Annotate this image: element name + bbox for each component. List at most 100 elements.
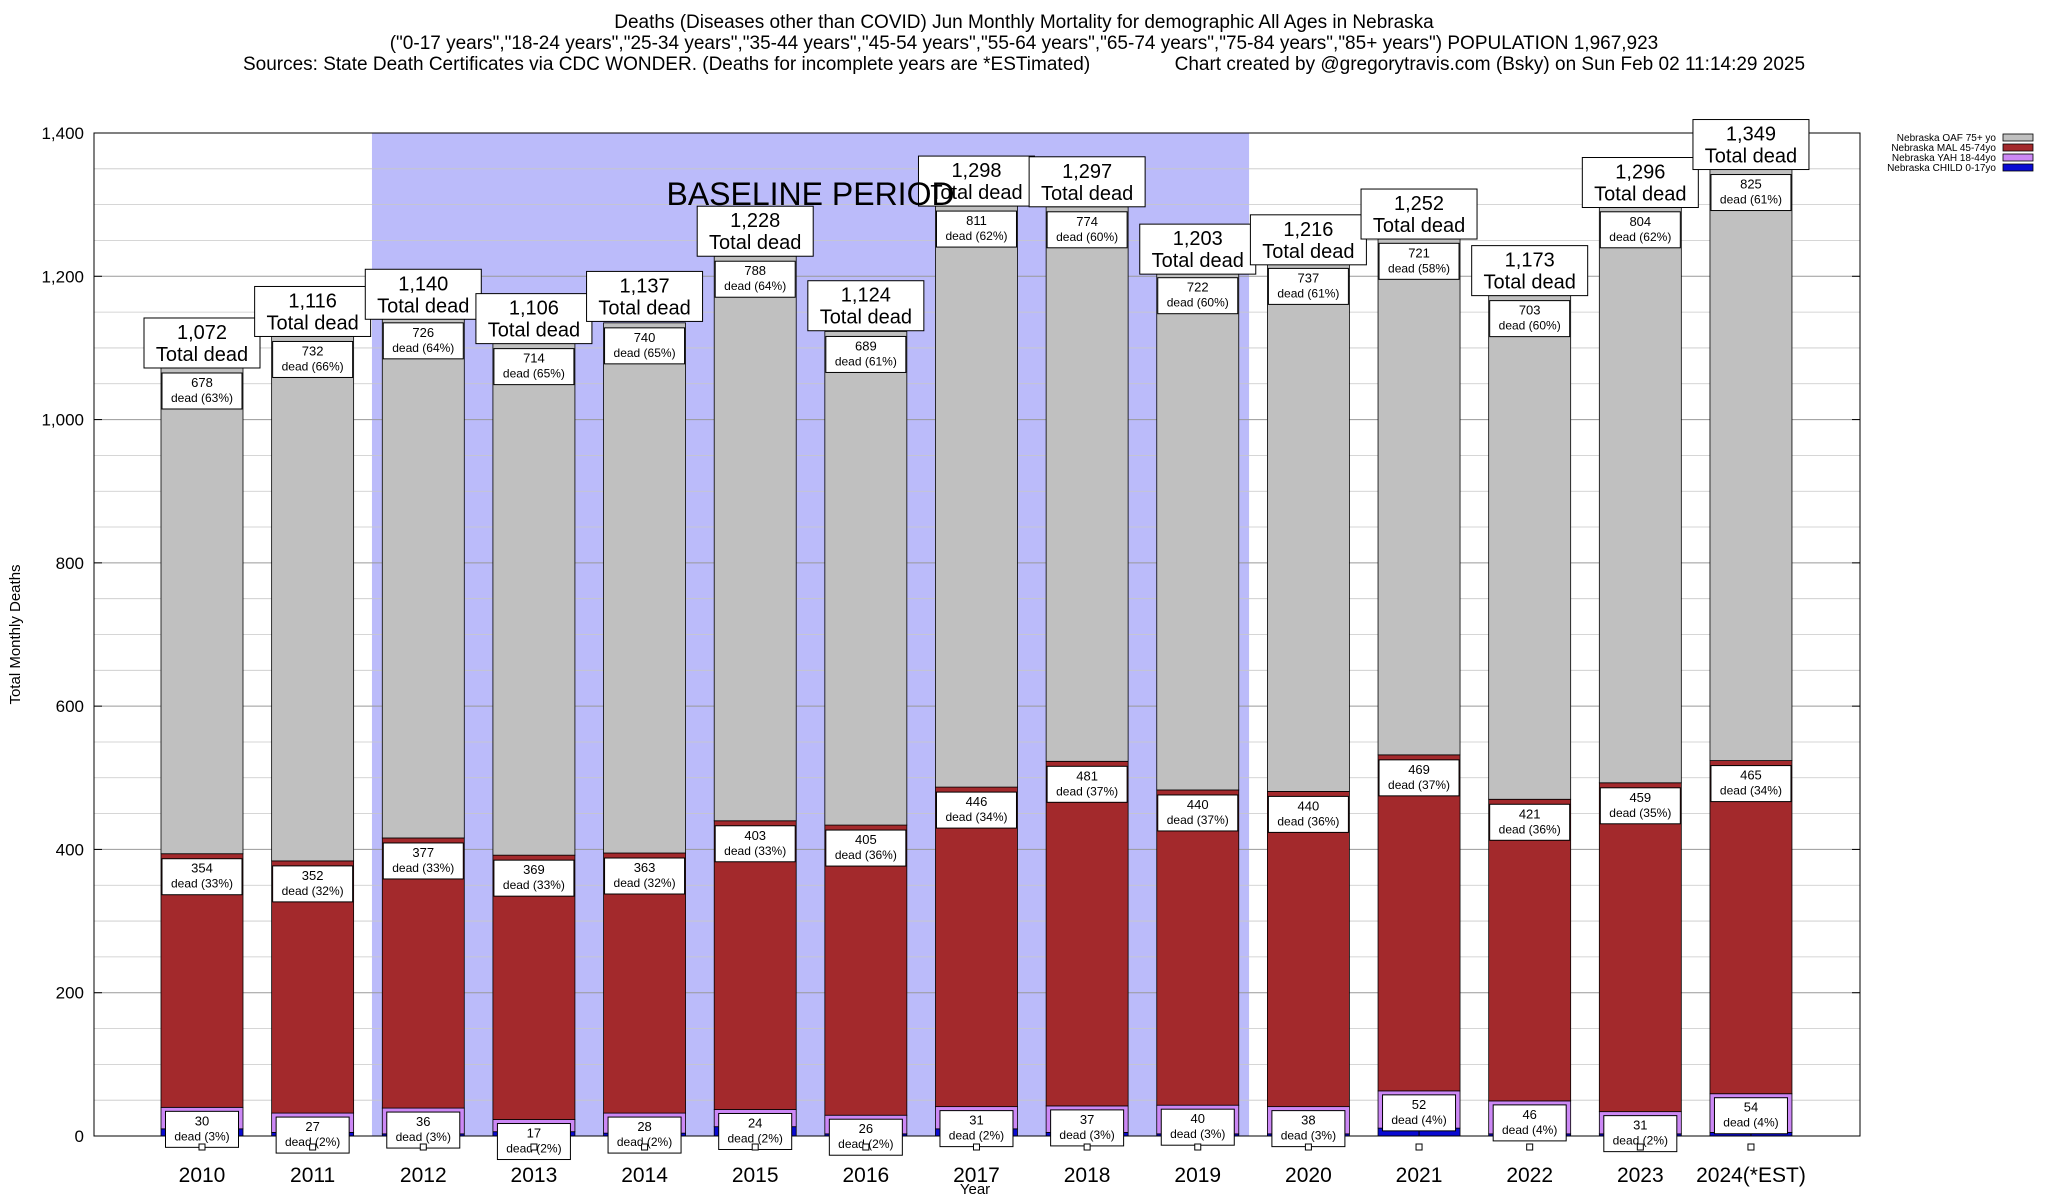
total-label-text: Total dead: [488, 320, 580, 342]
segment-label-text: 403: [744, 828, 766, 843]
segment-label-box: [1157, 794, 1239, 832]
bar-segment: [713, 820, 797, 1110]
segment-label-box: [1271, 1110, 1346, 1148]
total-label-text: Total dead: [1705, 146, 1797, 168]
bar-segment: [1267, 790, 1350, 1108]
bar-segment: [935, 205, 1018, 788]
segment-label-text: dead (60%): [1056, 230, 1118, 244]
total-label-text: Total dead: [1484, 272, 1576, 294]
child-marker: [198, 1143, 206, 1151]
total-label-text: 1,137: [620, 275, 670, 297]
segment-label-text: 774: [1076, 214, 1098, 229]
segment-label-text: dead (37%): [1056, 784, 1118, 798]
bar-segment: [824, 331, 908, 826]
segment-label-text: 352: [302, 868, 324, 883]
child-marker: [1526, 1143, 1534, 1151]
segment-label-text: dead (64%): [392, 341, 454, 355]
segment-label-text: dead (3%): [1170, 1127, 1225, 1141]
child-marker: [751, 1143, 759, 1151]
bar-segment: [603, 322, 686, 854]
legend-entry-label: Nebraska YAH 18-44yo: [1892, 153, 1997, 164]
segment-label-text: 405: [855, 832, 877, 847]
total-label-text: Total dead: [820, 307, 912, 329]
segment-label-box: [161, 858, 243, 896]
segment-label-text: 722: [1187, 280, 1209, 295]
total-label-text: Total dead: [1041, 183, 1133, 205]
bar-segment: [160, 853, 244, 1108]
total-label-text: 1,297: [1062, 161, 1112, 183]
segment-label-text: 36: [416, 1114, 430, 1129]
segment-label-text: 52: [1412, 1097, 1426, 1112]
segment-label-text: dead (60%): [1499, 319, 1561, 333]
child-marker: [641, 1143, 649, 1151]
segment-label-text: 446: [966, 794, 988, 809]
segment-label-box: [825, 335, 907, 373]
segment-label-text: dead (36%): [1277, 814, 1339, 828]
segment-label-text: 440: [1187, 797, 1209, 812]
segment-label-box: [825, 829, 907, 867]
bar-group-2014: [603, 322, 686, 1137]
segment-label-text: dead (4%): [1502, 1123, 1557, 1137]
chart-header: Deaths (Diseases other than COVID) Jun M…: [0, 12, 2048, 75]
segment-label-box: [1713, 1097, 1788, 1135]
total-label-text: Total dead: [1594, 184, 1686, 206]
segment-label-text: dead (3%): [174, 1129, 229, 1143]
segment-label-text: 804: [1629, 214, 1651, 229]
y-tick-label: 1,400: [41, 124, 84, 143]
bar-segment: [271, 860, 355, 1114]
y-tick-label: 400: [56, 840, 84, 859]
segment-label-text: 30: [195, 1113, 209, 1128]
segment-label-text: dead (2%): [617, 1135, 672, 1149]
segment-label-box: [1050, 1109, 1125, 1147]
total-label-text: Total dead: [1262, 241, 1354, 263]
total-label-text: Total dead: [598, 297, 690, 319]
total-label-text: Total dead: [1152, 250, 1244, 272]
segment-label-text: dead (33%): [724, 844, 786, 858]
x-tick-label: 2010: [179, 1164, 226, 1187]
segment-label-text: 377: [412, 845, 434, 860]
child-marker: [1415, 1143, 1423, 1151]
segment-label-text: 788: [744, 263, 766, 278]
segment-label-text: 38: [1301, 1113, 1315, 1128]
bar-segment: [824, 824, 908, 1116]
segment-label-box: [1046, 211, 1128, 249]
total-label-box: [475, 293, 593, 345]
bar-group-2020: [1267, 262, 1350, 1137]
segment-label-box: [1382, 1094, 1457, 1132]
segment-label-text: dead (34%): [1720, 784, 1782, 798]
bar-group-2023: [1598, 206, 1682, 1137]
total-label-box: [1581, 157, 1699, 209]
segment-label-box: [1378, 759, 1460, 797]
legend-swatch: [2002, 143, 2034, 152]
segment-label-box: [1267, 795, 1349, 833]
segment-label-text: 737: [1298, 270, 1320, 285]
segment-label-text: 31: [969, 1113, 983, 1128]
total-label-text: Total dead: [930, 182, 1022, 204]
bar-group-2021: [1377, 237, 1461, 1137]
segment-label-text: dead (3%): [396, 1130, 451, 1144]
bar-group-2024(*EST): [1709, 169, 1793, 1137]
legend-swatch: [2002, 153, 2034, 162]
